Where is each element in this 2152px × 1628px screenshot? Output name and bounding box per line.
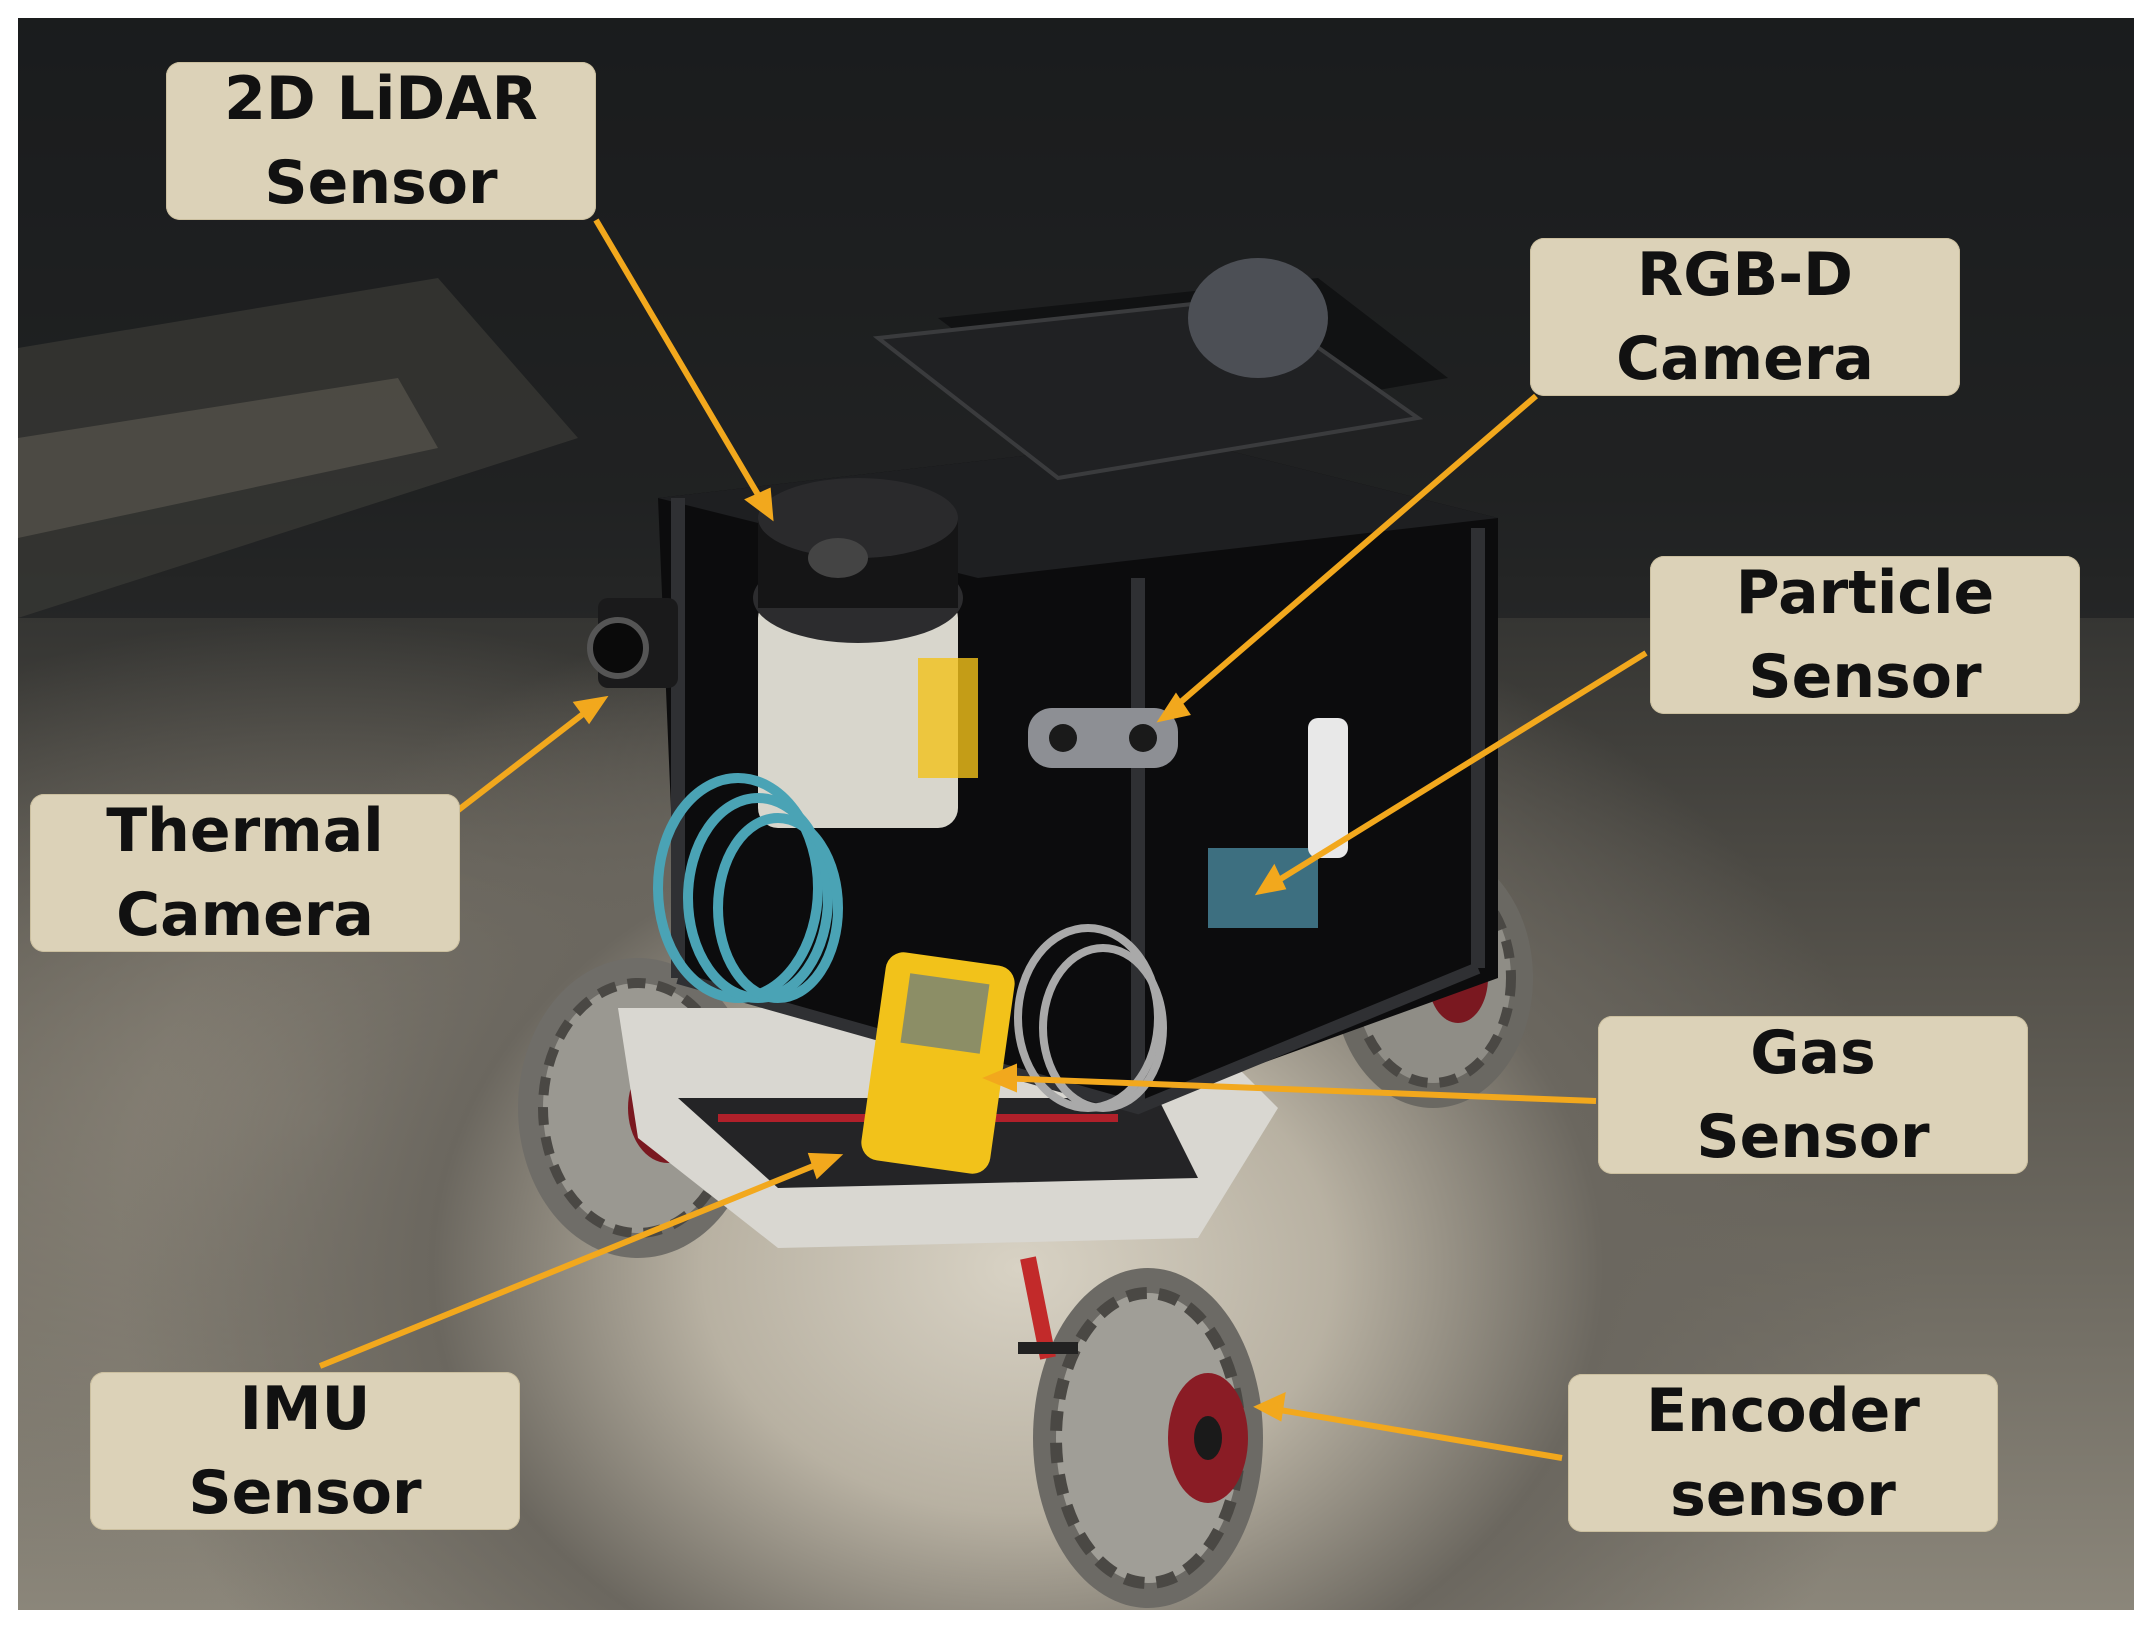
lidar-label-line2: Sensor <box>264 148 498 218</box>
encoder-sensor-label-line2: sensor <box>1670 1460 1896 1530</box>
imu-sensor-label-line1: IMU <box>239 1374 371 1444</box>
gas-sensor-label-line2: Sensor <box>1696 1102 1930 1172</box>
annotation-arrows <box>318 218 1648 1461</box>
thermal-camera-unit <box>587 598 678 688</box>
thermal-camera-label: Thermal Camera <box>30 794 460 952</box>
rgbd-camera-label-line2: Camera <box>1616 324 1874 394</box>
lidar-label-line1: 2D LiDAR <box>224 64 538 134</box>
lidar-label: 2D LiDAR Sensor <box>166 62 596 220</box>
rgbd-camera-unit <box>1028 708 1178 768</box>
gas-sensor-label-line1: Gas <box>1750 1018 1876 1088</box>
rgbd-camera-label: RGB-D Camera <box>1530 238 1960 396</box>
gas-sensor-label: Gas Sensor <box>1598 1016 2028 1174</box>
front-right-wheel <box>1033 1268 1263 1608</box>
cable-coil <box>653 773 843 1003</box>
thermal-camera-label-line2: Camera <box>116 880 374 950</box>
thermal-camera-label-line1: Thermal <box>106 796 384 866</box>
particle-sensor-label-line2: Sensor <box>1748 642 1982 712</box>
lidar-unit <box>753 478 978 828</box>
gas-detector-unit <box>861 952 1015 1174</box>
rgbd-camera-label-line1: RGB-D <box>1637 240 1853 310</box>
imu-sensor-label-line2: Sensor <box>188 1458 422 1528</box>
particle-sensor-label-line1: Particle <box>1735 558 1995 628</box>
encoder-sensor-label-line1: Encoder <box>1646 1376 1920 1446</box>
encoder-sensor-label: Encoder sensor <box>1568 1374 1998 1532</box>
imu-sensor-label: IMU Sensor <box>90 1372 520 1530</box>
particle-sensor-label: Particle Sensor <box>1650 556 2080 714</box>
